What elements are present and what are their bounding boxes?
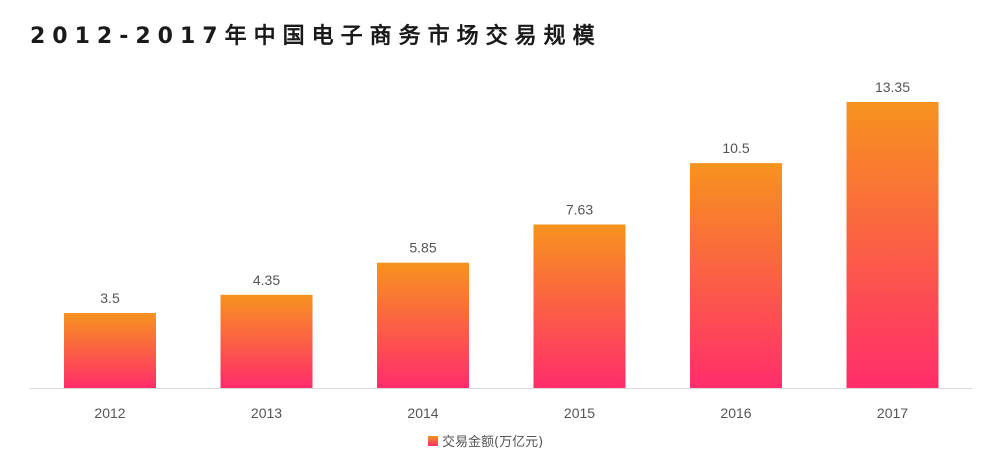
- x-tick-label-2013: 2013: [251, 405, 282, 421]
- value-labels-group: 3.5 4.35 5.85 7.63 10.5 13.35: [100, 79, 910, 306]
- bar-2017: [846, 102, 939, 388]
- x-tick-label-2017: 2017: [877, 405, 908, 421]
- value-label-2015: 7.63: [566, 202, 593, 218]
- x-tick-labels-group: 2012 2013 2014 2015 2016 2017: [94, 405, 908, 421]
- value-label-2014: 5.85: [409, 240, 436, 256]
- value-label-2012: 3.5: [100, 290, 120, 306]
- legend-swatch: [428, 435, 438, 446]
- x-tick-label-2012: 2012: [94, 405, 125, 421]
- bar-2016: [690, 163, 782, 388]
- legend: 交易金额(万亿元): [428, 431, 543, 450]
- chart-title: 2012-2017年中国电子商务市场交易规模: [30, 24, 602, 49]
- bar-2014: [377, 262, 469, 388]
- x-tick-label-2014: 2014: [407, 405, 438, 421]
- bar-2013: [220, 294, 313, 388]
- bar-2012: [64, 313, 156, 388]
- x-tick-label-2016: 2016: [720, 405, 751, 421]
- value-label-2016: 10.5: [722, 140, 749, 156]
- value-label-2013: 4.35: [253, 272, 280, 288]
- value-label-2017: 13.35: [875, 79, 910, 95]
- bars-group: [64, 102, 939, 388]
- x-tick-label-2015: 2015: [564, 405, 595, 421]
- legend-label: 交易金额(万亿元): [442, 435, 544, 450]
- bar-2015: [533, 224, 626, 388]
